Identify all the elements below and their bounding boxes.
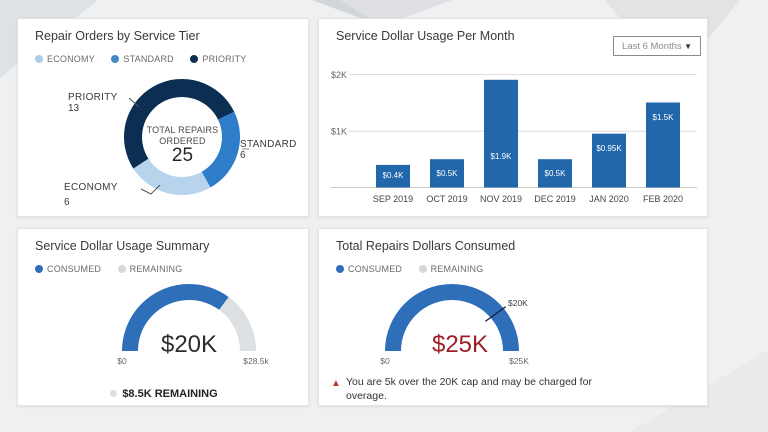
svg-text:$0.95K: $0.95K — [596, 144, 622, 153]
svg-text:$1.9K: $1.9K — [491, 152, 513, 161]
svg-text:$20K: $20K — [508, 298, 528, 308]
svg-text:$0.5K: $0.5K — [437, 169, 459, 178]
svg-text:$1.5K: $1.5K — [653, 113, 675, 122]
svg-text:FEB 2020: FEB 2020 — [643, 194, 683, 204]
svg-text:$1K: $1K — [331, 127, 347, 137]
svg-text:SEP 2019: SEP 2019 — [373, 194, 413, 204]
svg-text:OCT 2019: OCT 2019 — [426, 194, 467, 204]
svg-text:$2K: $2K — [331, 70, 347, 80]
svg-text:JAN 2020: JAN 2020 — [589, 194, 629, 204]
svg-text:NOV 2019: NOV 2019 — [480, 194, 522, 204]
svg-text:$0.4K: $0.4K — [383, 171, 405, 180]
svg-text:$0.5K: $0.5K — [545, 169, 567, 178]
svg-text:DEC 2019: DEC 2019 — [534, 194, 576, 204]
